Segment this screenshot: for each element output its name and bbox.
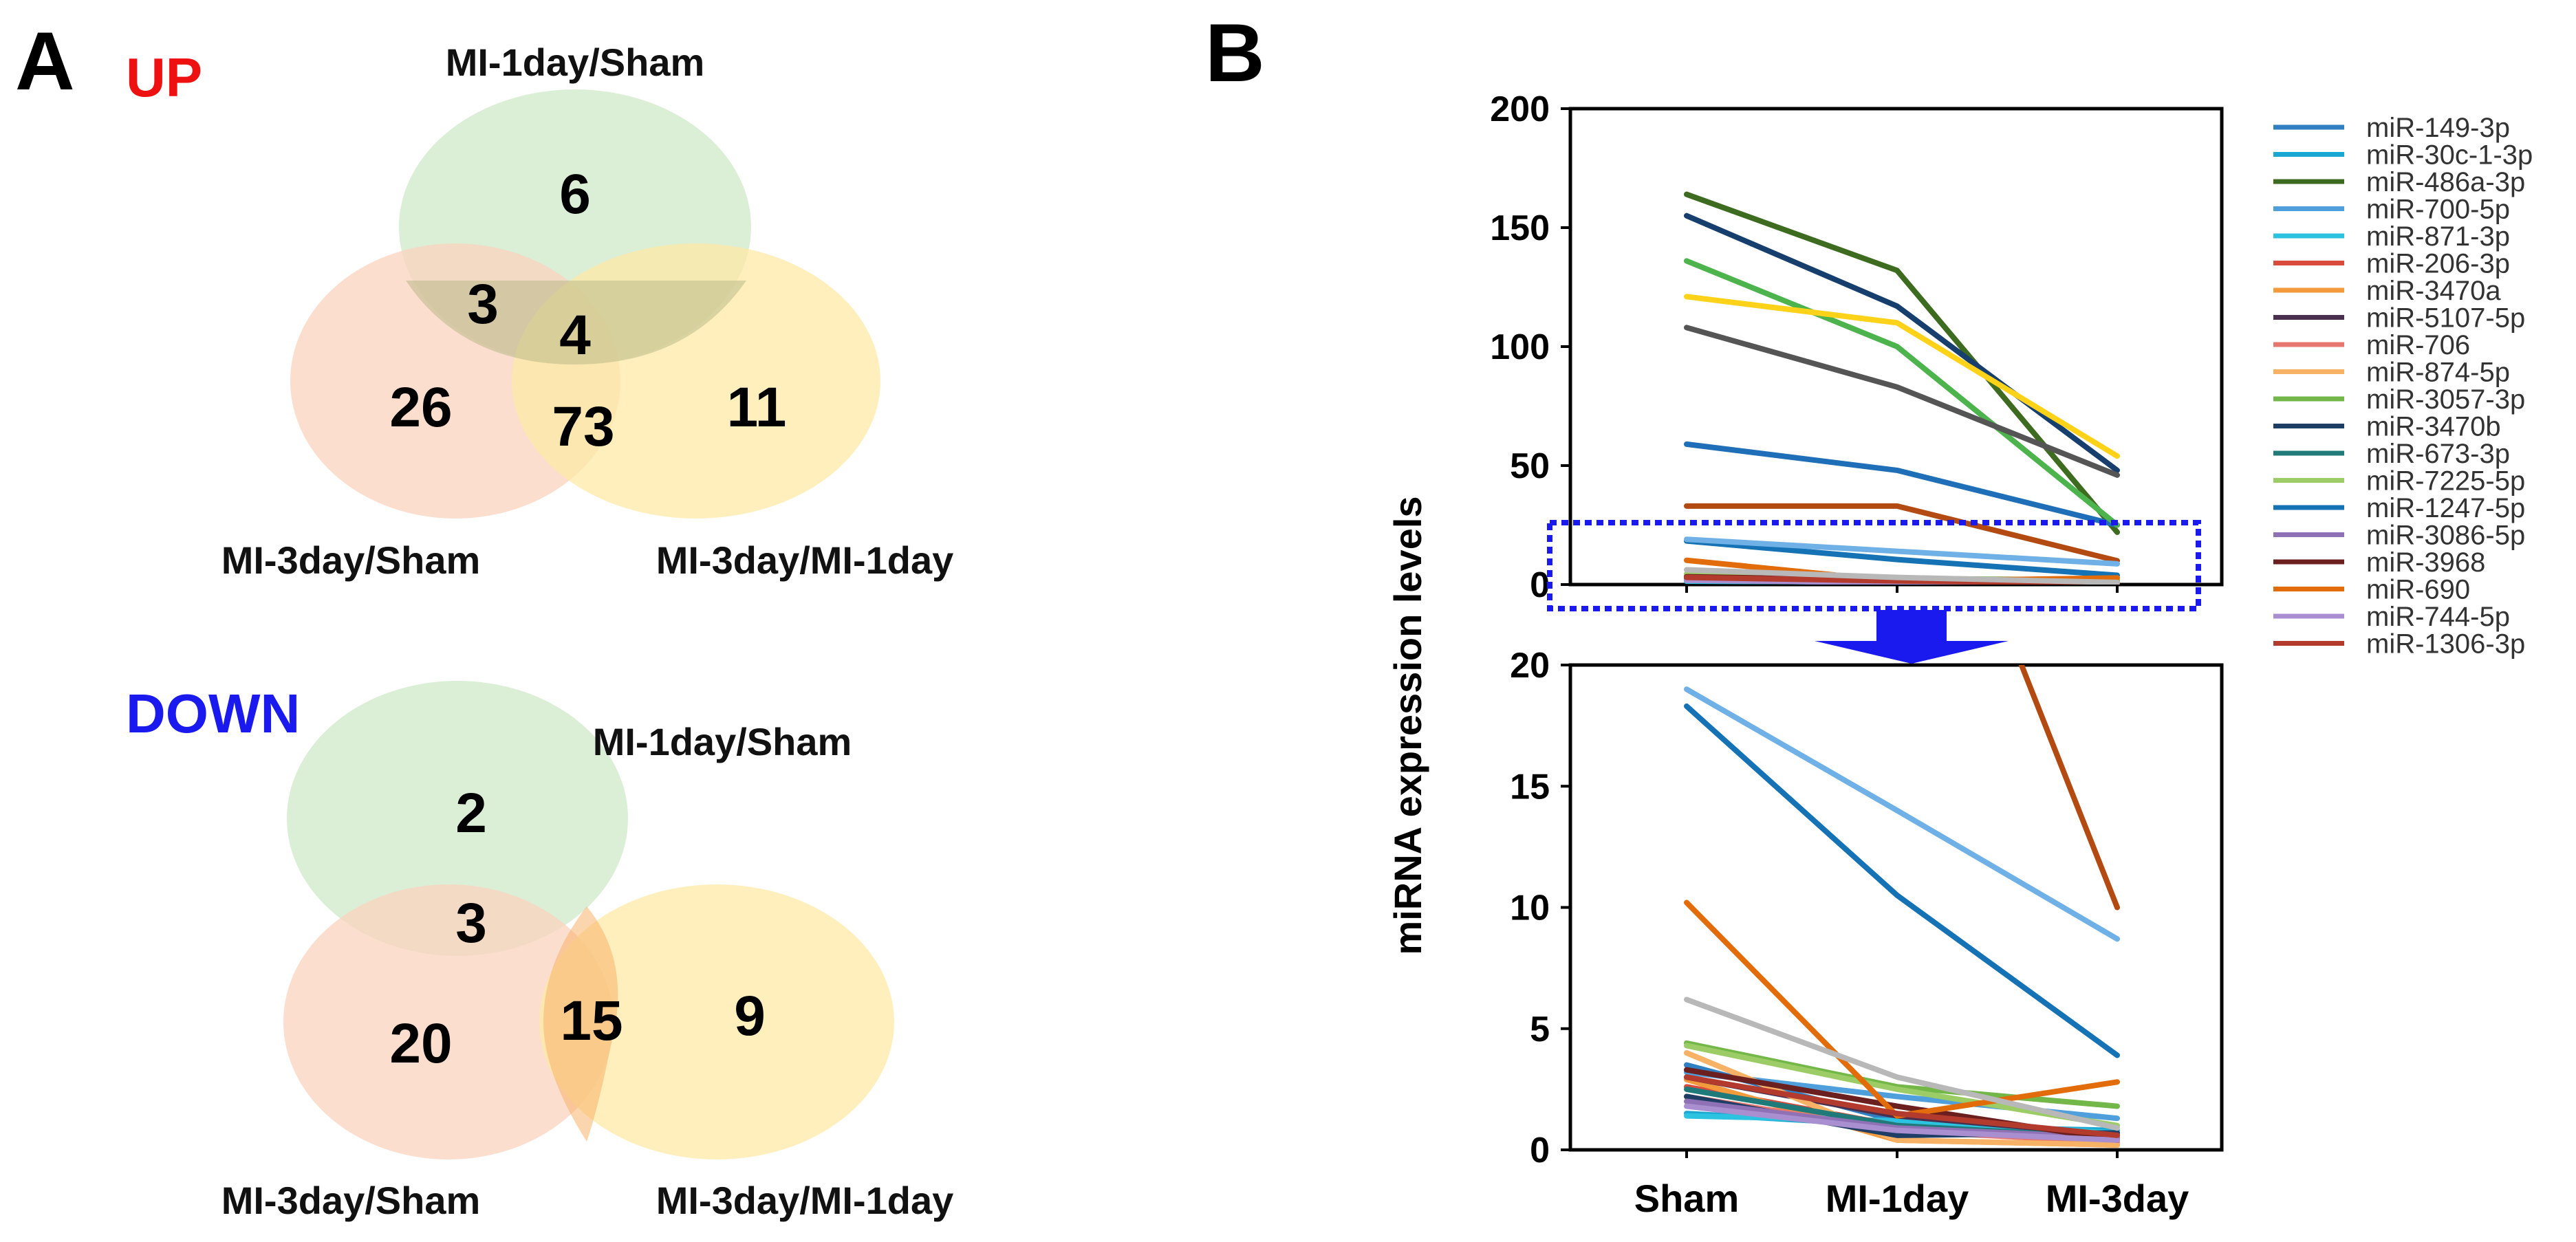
top-series-lines xyxy=(1684,191,2120,585)
top-y-tick-label: 150 xyxy=(1490,208,1550,248)
legend-label: miR-7225-5p xyxy=(2366,466,2525,497)
x-tick-label: MI-3day xyxy=(2046,1177,2189,1220)
x-axis-labels: Sham MI-1day MI-3day xyxy=(1634,1177,2189,1220)
bottom-series-line-unlabeled-24 xyxy=(1687,0,2117,35)
zoom-arrow-icon xyxy=(1815,610,2009,664)
bottom-y-tick-label: 10 xyxy=(1510,889,1550,928)
venn-up-count-a-only: 6 xyxy=(559,163,591,226)
venn-down-count-c-only: 9 xyxy=(734,985,766,1047)
venn-down-set-b-circle xyxy=(283,884,614,1159)
venn-down-bc-overlap xyxy=(543,906,618,1142)
venn-up-shared-band xyxy=(406,281,746,364)
x-tick-label: MI-1day xyxy=(1826,1177,1969,1220)
legend-label: miR-3470b xyxy=(2366,412,2501,442)
bottom-series-line-unlabeled-25 xyxy=(2018,665,2120,911)
venn-down-set-b-label: MI-3day/Sham xyxy=(221,1179,481,1222)
legend-label: miR-206-3p xyxy=(2366,249,2510,279)
venn-up-set-b-label: MI-3day/Sham xyxy=(221,538,481,582)
venn-up-count-b-only: 26 xyxy=(389,376,452,439)
venn-down: DOWN MI-1day/Sham MI-3day/Sham MI-3day/M… xyxy=(126,681,953,1222)
legend-label: miR-706 xyxy=(2366,330,2470,360)
venn-up-title: UP xyxy=(126,47,202,108)
top-plot: 0 50 100 150 200 xyxy=(1490,89,2224,605)
y-axis-title: miRNA expression levels xyxy=(1386,496,1429,955)
bottom-series-line-miR-1247-5p xyxy=(1684,703,2120,1058)
legend-label: miR-30c-1-3p xyxy=(2366,140,2533,171)
legend-label: miR-871-3p xyxy=(2366,221,2510,252)
bottom-series-line-unlabeled-20 xyxy=(1687,0,2117,544)
venn-up-count-bc: 73 xyxy=(552,395,614,458)
top-y-tick-label: 100 xyxy=(1490,327,1550,367)
legend: miR-149-3pmiR-30c-1-3pmiR-486a-3pmiR-700… xyxy=(2273,113,2533,660)
bottom-series-line-unlabeled-26 xyxy=(1684,686,2120,942)
x-tick-label: Sham xyxy=(1634,1177,1740,1220)
legend-label: miR-673-3p xyxy=(2366,439,2510,469)
venn-up-set-a-label: MI-1day/Sham xyxy=(446,41,705,84)
legend-label: miR-700-5p xyxy=(2366,195,2510,225)
bottom-series-lines xyxy=(1684,0,2120,1148)
bottom-plot: 0 5 10 15 20 xyxy=(1510,0,2224,1170)
top-y-tick-label: 0 xyxy=(1530,565,1550,605)
top-series-line-unlabeled-26 xyxy=(1684,536,2120,567)
bottom-series-line-miR-1306-3p xyxy=(1684,1074,2120,1138)
venn-up-count-abc: 4 xyxy=(559,304,591,367)
venn-down-set-c-label: MI-3day/MI-1day xyxy=(656,1179,954,1222)
venn-down-set-a-label: MI-1day/Sham xyxy=(593,720,852,763)
top-series-line-unlabeled-20 xyxy=(1684,441,2120,528)
legend-label: miR-744-5p xyxy=(2366,602,2510,632)
legend-label: miR-874-5p xyxy=(2366,358,2510,388)
venn-down-set-a-circle xyxy=(287,681,628,956)
bottom-y-tick-label: 15 xyxy=(1510,767,1550,807)
bottom-series-line-miR-744-5p xyxy=(1684,1103,2120,1143)
zoom-box xyxy=(1547,520,2201,611)
venn-down-count-a-only: 2 xyxy=(455,782,487,845)
legend-label: miR-690 xyxy=(2366,575,2470,605)
top-series-line-unlabeled-22 xyxy=(1684,258,2120,528)
legend-label: miR-5107-5p xyxy=(2366,303,2525,334)
bottom-y-tick-label: 0 xyxy=(1530,1131,1550,1170)
legend-label: miR-486a-3p xyxy=(2366,167,2525,197)
venn-up: UP MI-1day/Sham MI-3day/Sham MI-3day/MI-… xyxy=(126,41,953,582)
legend-label: miR-3057-3p xyxy=(2366,384,2525,415)
venn-up-count-c-only: 11 xyxy=(727,376,787,439)
panel-b-letter: B xyxy=(1205,7,1265,99)
venn-down-count-bc: 15 xyxy=(560,990,623,1052)
bottom-series-line-unlabeled-22 xyxy=(1687,0,2117,544)
legend-label: miR-1247-5p xyxy=(2366,493,2525,523)
top-series-line-unlabeled-23 xyxy=(1684,294,2120,459)
venn-down-title: DOWN xyxy=(126,683,300,744)
top-series-line-unlabeled-21 xyxy=(1684,213,2120,473)
bottom-y-tick-label: 5 xyxy=(1530,1010,1550,1049)
top-series-line-unlabeled-25 xyxy=(1684,503,2120,564)
bottom-y-tick-label: 20 xyxy=(1510,646,1550,686)
top-series-line-unlabeled-24 xyxy=(1684,325,2120,478)
panel-a-letter: A xyxy=(15,15,75,107)
top-series-line-unlabeled-27 xyxy=(1684,567,2120,585)
bottom-series-line-unlabeled-27 xyxy=(1684,996,2120,1131)
legend-label: miR-1306-3p xyxy=(2366,629,2525,660)
venn-down-count-b-only: 20 xyxy=(389,1012,452,1075)
venn-up-count-ab: 3 xyxy=(467,273,499,336)
top-series-line-miR-1247-5p xyxy=(1684,538,2120,578)
legend-label: miR-3968 xyxy=(2366,547,2485,578)
venn-up-set-c-label: MI-3day/MI-1day xyxy=(656,538,954,582)
legend-label: miR-3470a xyxy=(2366,276,2501,306)
venn-down-count-ab: 3 xyxy=(455,892,487,955)
legend-label: miR-3086-5p xyxy=(2366,521,2525,551)
top-y-tick-label: 50 xyxy=(1510,446,1550,486)
venn-down-set-c-circle xyxy=(539,884,894,1159)
top-y-tick-label: 200 xyxy=(1490,89,1550,129)
legend-label: miR-149-3p xyxy=(2366,113,2510,143)
